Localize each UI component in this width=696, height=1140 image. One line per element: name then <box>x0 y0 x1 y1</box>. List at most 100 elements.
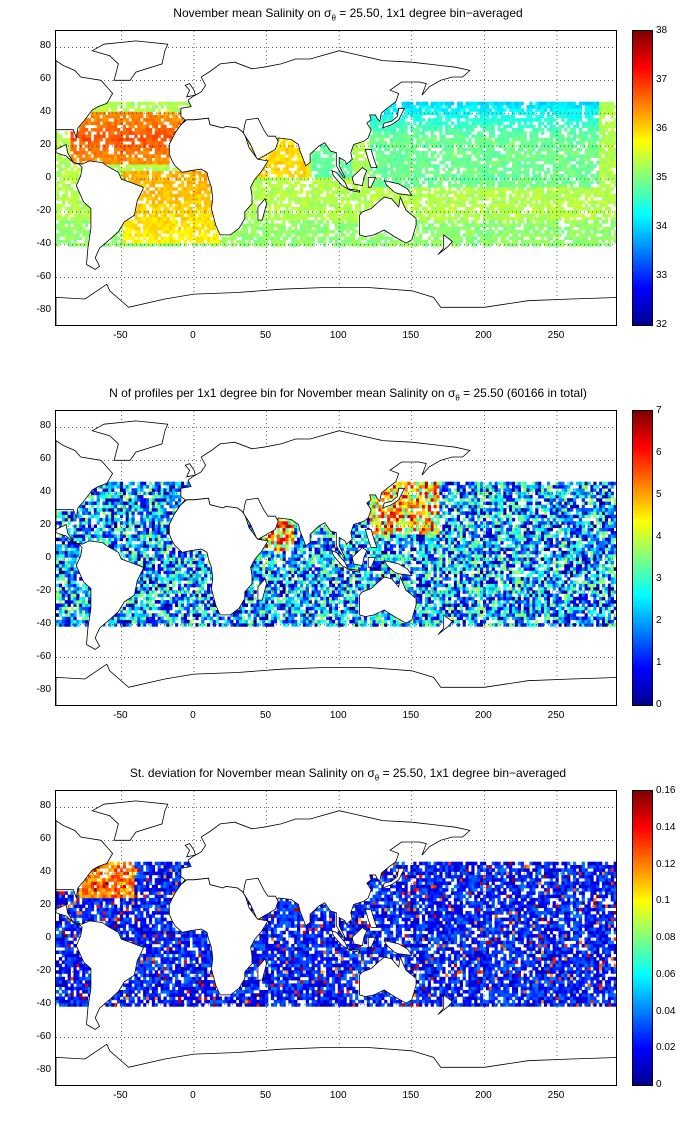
data-bin <box>369 187 373 191</box>
data-bin <box>439 141 443 145</box>
data-bin <box>599 118 603 122</box>
data-bin <box>552 118 556 122</box>
data-bin <box>209 200 214 204</box>
data-bin <box>494 200 498 204</box>
data-bin <box>514 197 519 201</box>
data-bin <box>134 216 138 221</box>
data-bin <box>552 229 556 234</box>
data-bin <box>430 134 434 139</box>
data-bin <box>288 154 292 158</box>
data-bin <box>596 101 600 106</box>
data-bin <box>70 236 74 241</box>
data-bin <box>570 243 574 247</box>
data-bin <box>596 220 600 224</box>
data-bin <box>329 200 333 204</box>
data-bin <box>125 144 129 149</box>
data-bin <box>355 239 359 244</box>
data-bin <box>599 154 603 158</box>
data-bin <box>79 151 83 155</box>
data-bin <box>175 174 179 178</box>
data-bin <box>169 137 173 142</box>
data-bin <box>607 233 612 237</box>
data-bin <box>392 174 397 178</box>
data-bin <box>282 147 286 152</box>
data-bin <box>442 111 446 116</box>
data-bin <box>570 157 574 162</box>
data-bin <box>578 239 582 244</box>
data-bin <box>436 220 440 224</box>
data-bin <box>67 236 71 241</box>
data-bin <box>73 151 77 155</box>
data-bin <box>421 223 426 227</box>
data-bin <box>572 164 577 168</box>
data-bin <box>401 141 405 145</box>
data-bin <box>169 197 173 201</box>
data-bin <box>204 170 208 175</box>
data-bin <box>157 187 161 191</box>
data-bin <box>590 118 594 122</box>
data-bin <box>599 108 603 112</box>
data-bin <box>529 144 533 149</box>
data-bin <box>375 177 379 181</box>
data-bin <box>311 203 315 208</box>
data-bin <box>360 200 365 204</box>
data-bin <box>436 101 440 106</box>
data-bin <box>474 154 478 158</box>
data-bin <box>317 213 321 218</box>
data-bin <box>279 216 283 221</box>
data-bin <box>73 197 77 201</box>
data-bin <box>468 233 472 237</box>
data-bin <box>64 193 68 198</box>
data-bin <box>572 151 577 155</box>
data-bin <box>506 131 510 135</box>
data-bin <box>404 206 408 211</box>
data-bin <box>450 160 455 165</box>
data-bin <box>323 206 327 211</box>
data-bin <box>343 170 347 175</box>
data-bin <box>343 236 347 241</box>
data-bin <box>407 243 411 247</box>
data-bin <box>529 114 533 119</box>
data-bin <box>166 197 170 201</box>
data-bin <box>407 167 411 172</box>
data-bin <box>424 121 429 126</box>
data-bin <box>189 187 193 191</box>
data-bin <box>82 213 86 218</box>
data-bin <box>146 141 150 145</box>
data-bin <box>154 137 158 142</box>
data-bin <box>195 170 199 175</box>
data-bin <box>189 216 193 221</box>
data-bin <box>305 236 309 241</box>
data-bin <box>607 226 612 231</box>
data-bin <box>82 229 86 234</box>
data-bin <box>314 180 318 185</box>
data-bin <box>125 134 129 139</box>
data-bin <box>587 114 591 119</box>
data-bin <box>79 157 83 162</box>
data-bin <box>538 203 542 208</box>
data-bin <box>593 131 597 135</box>
data-bin <box>465 164 469 168</box>
data-bin <box>503 131 507 135</box>
data-bin <box>543 157 548 162</box>
data-bin <box>471 193 475 198</box>
data-bin <box>506 239 510 244</box>
data-bin <box>160 114 164 119</box>
data-bin <box>543 203 548 208</box>
data-bin <box>520 220 524 224</box>
data-bin <box>76 243 80 247</box>
data-bin <box>148 190 153 195</box>
data-bin <box>378 190 382 195</box>
data-bin <box>523 243 527 247</box>
data-bin <box>599 193 603 198</box>
data-bin <box>175 239 179 244</box>
data-bin <box>424 108 429 112</box>
data-bin <box>407 108 411 112</box>
data-bin <box>602 114 606 119</box>
data-bin <box>497 200 501 204</box>
data-bin <box>177 233 182 237</box>
data-bin <box>224 236 228 241</box>
data-bin <box>172 167 176 172</box>
data-bin <box>436 164 440 168</box>
data-bin <box>160 213 164 218</box>
